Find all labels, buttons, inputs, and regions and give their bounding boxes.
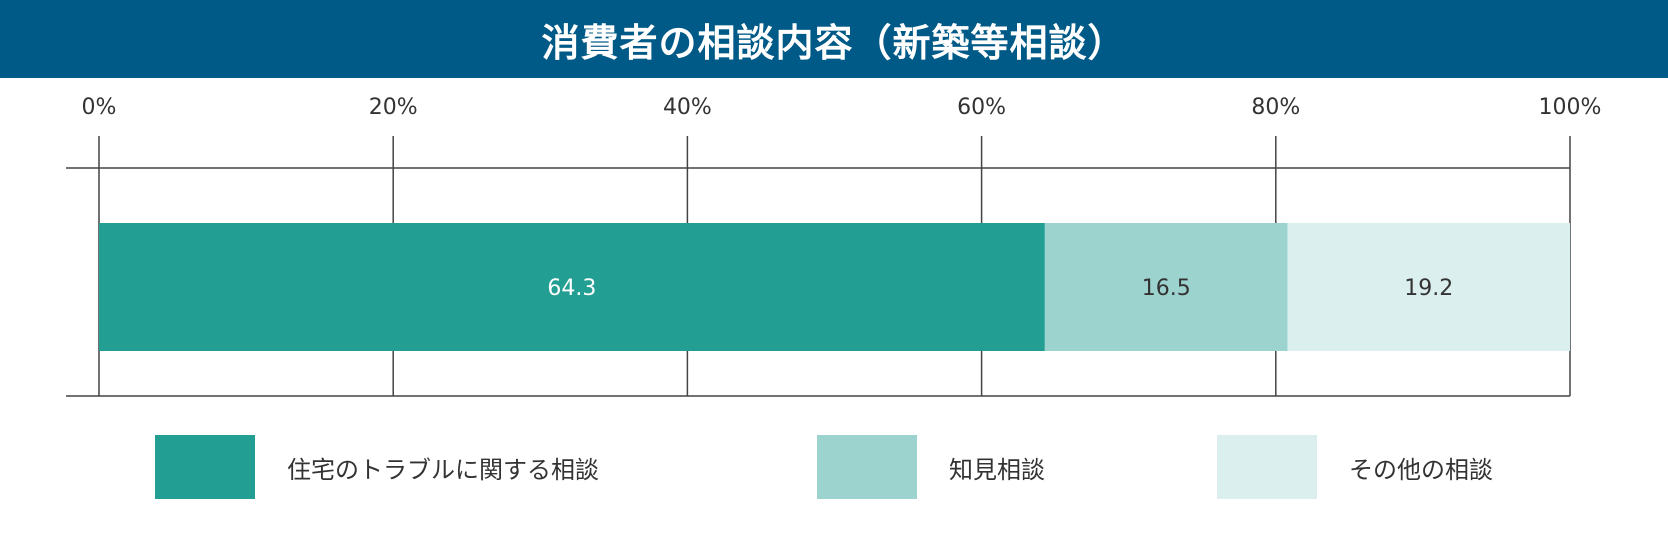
legend-label: 住宅のトラブルに関する相談: [287, 455, 599, 484]
data-label: 64.3: [547, 276, 596, 301]
legend-label: その他の相談: [1349, 455, 1493, 484]
data-label: 16.5: [1142, 276, 1191, 301]
x-tick-label: 20%: [369, 95, 418, 120]
stacked-bar-chart: 0% 20% 40% 60% 80% 100% 64.3 16.5 19.2: [66, 95, 1602, 397]
x-tick-label: 60%: [957, 95, 1006, 120]
legend-item: その他の相談: [1217, 435, 1493, 499]
x-tick-label: 0%: [82, 95, 117, 120]
legend-item: 知見相談: [817, 435, 1045, 499]
legend-label: 知見相談: [949, 455, 1045, 484]
bar-segment-1: [99, 223, 1045, 351]
legend-swatch: [1217, 435, 1317, 499]
chart-title: 消費者の相談内容（新築等相談）: [541, 20, 1127, 65]
data-label: 19.2: [1404, 276, 1453, 301]
bar-segment-2: [1044, 223, 1288, 351]
x-tick-label: 100%: [1539, 95, 1602, 120]
legend-swatch: [155, 435, 255, 499]
legend-swatch: [817, 435, 917, 499]
bar-segment-3: [1287, 223, 1570, 351]
chart-title-bar: 消費者の相談内容（新築等相談）: [0, 0, 1668, 78]
chart-legend: 住宅のトラブルに関する相談 知見相談 その他の相談: [0, 435, 1668, 499]
legend-item: 住宅のトラブルに関する相談: [155, 435, 599, 499]
x-tick-label: 40%: [663, 95, 712, 120]
x-tick-label: 80%: [1251, 95, 1300, 120]
